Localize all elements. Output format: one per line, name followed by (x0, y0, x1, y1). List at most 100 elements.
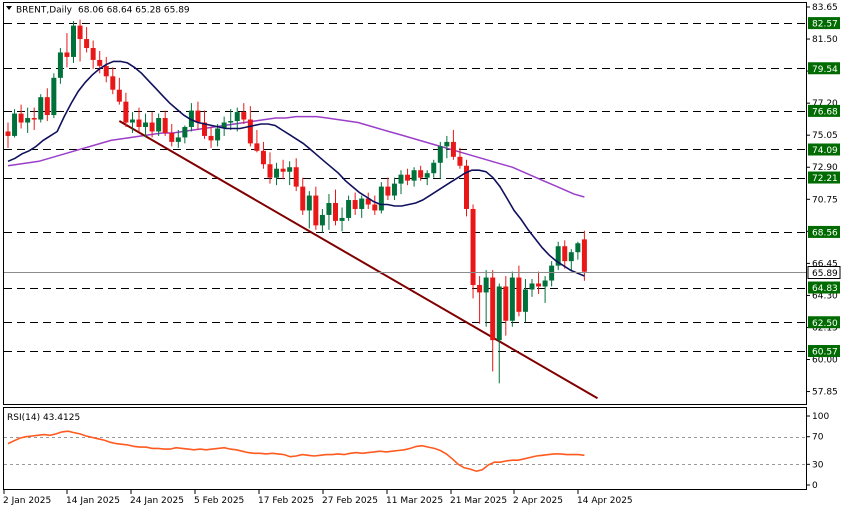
candle-body (18, 113, 24, 123)
candle-body (339, 217, 345, 221)
ma-fast-line (7, 60, 585, 277)
candle-body (293, 167, 299, 187)
candle-body (25, 118, 31, 123)
candle-body (195, 110, 201, 123)
candle-body (365, 198, 371, 205)
level-tag-label: 72.21 (812, 174, 838, 184)
time-tick-label: 11 Mar 2025 (386, 496, 443, 506)
candle-body (57, 52, 63, 78)
rsi-label: RSI(14) 43.4125 (7, 413, 80, 423)
candle-body (470, 208, 476, 285)
price-tick-label: 70.75 (812, 195, 838, 205)
level-tag (808, 143, 840, 156)
candle-body (405, 174, 411, 181)
symbol-menu[interactable] (6, 6, 12, 10)
candle-body (136, 119, 142, 127)
level-tag-label: 62.50 (812, 319, 838, 329)
candle-body (522, 289, 528, 312)
level-tag-label: 68.56 (812, 228, 838, 238)
rsi-tick-label: 0 (812, 481, 818, 491)
current-price-tag (807, 266, 841, 279)
candle-body (483, 277, 489, 293)
candle-body (77, 25, 83, 40)
time-axis: 2 Jan 2025 14 Jan 2025 24 Jan 2025 5 Feb 20… (3, 490, 633, 506)
candle-body (90, 47, 96, 60)
candle-body (326, 203, 332, 215)
candle-body (431, 162, 437, 174)
candle-body (12, 113, 18, 136)
time-tick-label: 21 Mar 2025 (450, 496, 507, 506)
candle-body (391, 183, 397, 196)
candle-body (123, 101, 129, 123)
level-tag (808, 225, 840, 238)
time-tick-label: 14 Jan 2025 (66, 496, 120, 506)
rsi-tick-label: 70 (812, 433, 824, 443)
price-tick-label: 81.50 (812, 35, 838, 45)
candle-body (175, 137, 181, 142)
candle-body (437, 146, 443, 163)
candle-body (536, 283, 542, 287)
level-tag-label: 79.54 (812, 65, 838, 75)
candle-body (143, 122, 149, 127)
candle-body (260, 150, 266, 165)
candle-body (333, 203, 338, 221)
candle-body (568, 252, 574, 262)
candle-body (228, 121, 234, 123)
candle-body (319, 214, 325, 226)
level-lines (4, 23, 806, 352)
level-tag (808, 281, 840, 294)
price-tick-label: 83.65 (812, 3, 838, 13)
candle-body (221, 122, 227, 129)
candle-body (267, 164, 273, 178)
candle-body (378, 186, 384, 211)
price-tick-label: 77.20 (812, 99, 838, 109)
time-tick-label: 27 Feb 2025 (322, 496, 378, 506)
candle-body (71, 25, 76, 57)
level-tag (808, 104, 840, 117)
candle-body (84, 39, 90, 48)
rsi-line (7, 430, 585, 473)
candle-body (31, 118, 37, 120)
candle-body (38, 97, 44, 120)
candle-body (215, 128, 221, 141)
level-tag-label: 76.68 (812, 107, 838, 117)
level-tag-label: 60.57 (812, 348, 838, 358)
level-tags: 82.57 79.54 76.68 74.09 72.21 68.56 64.83 62.50… (807, 17, 841, 358)
time-tick-label: 5 Feb 2025 (194, 496, 244, 506)
time-tick-label: 14 Apr 2025 (577, 496, 633, 506)
candle-body (457, 156, 463, 166)
time-tick-label: 24 Jan 2025 (130, 496, 184, 506)
candle-body (516, 277, 522, 312)
triangle-down-icon[interactable] (6, 6, 12, 10)
candle-body (162, 118, 168, 133)
price-tick-label: 60.00 (812, 356, 838, 366)
candle-body (555, 246, 561, 266)
candle-body (542, 280, 548, 287)
candle-body (418, 170, 424, 178)
candle-body (503, 286, 509, 321)
price-tick-label: 62.15 (812, 323, 838, 333)
price-tick-label: 72.90 (812, 163, 838, 173)
candle-body (490, 277, 496, 341)
candle-body (208, 135, 214, 141)
candle-body (562, 246, 568, 262)
candle-body (241, 112, 247, 120)
candle-body (51, 77, 57, 116)
candle-body (103, 65, 109, 77)
symbol-label: BRENT,Daily (16, 6, 73, 16)
candle-body (149, 122, 155, 132)
candle-body (444, 141, 450, 147)
candle-body (313, 195, 319, 226)
candle-body (64, 52, 70, 57)
ma-slow-line (7, 115, 585, 198)
candle-body (346, 200, 352, 218)
candle-body (529, 283, 535, 290)
candle-body (169, 132, 175, 142)
level-tag-label: 74.09 (812, 146, 838, 156)
candle-body (287, 167, 293, 172)
current-price-label: 65.89 (812, 269, 838, 279)
time-tick-label: 17 Feb 2025 (258, 496, 314, 506)
candle-body (581, 239, 587, 272)
candle-body (247, 119, 253, 144)
